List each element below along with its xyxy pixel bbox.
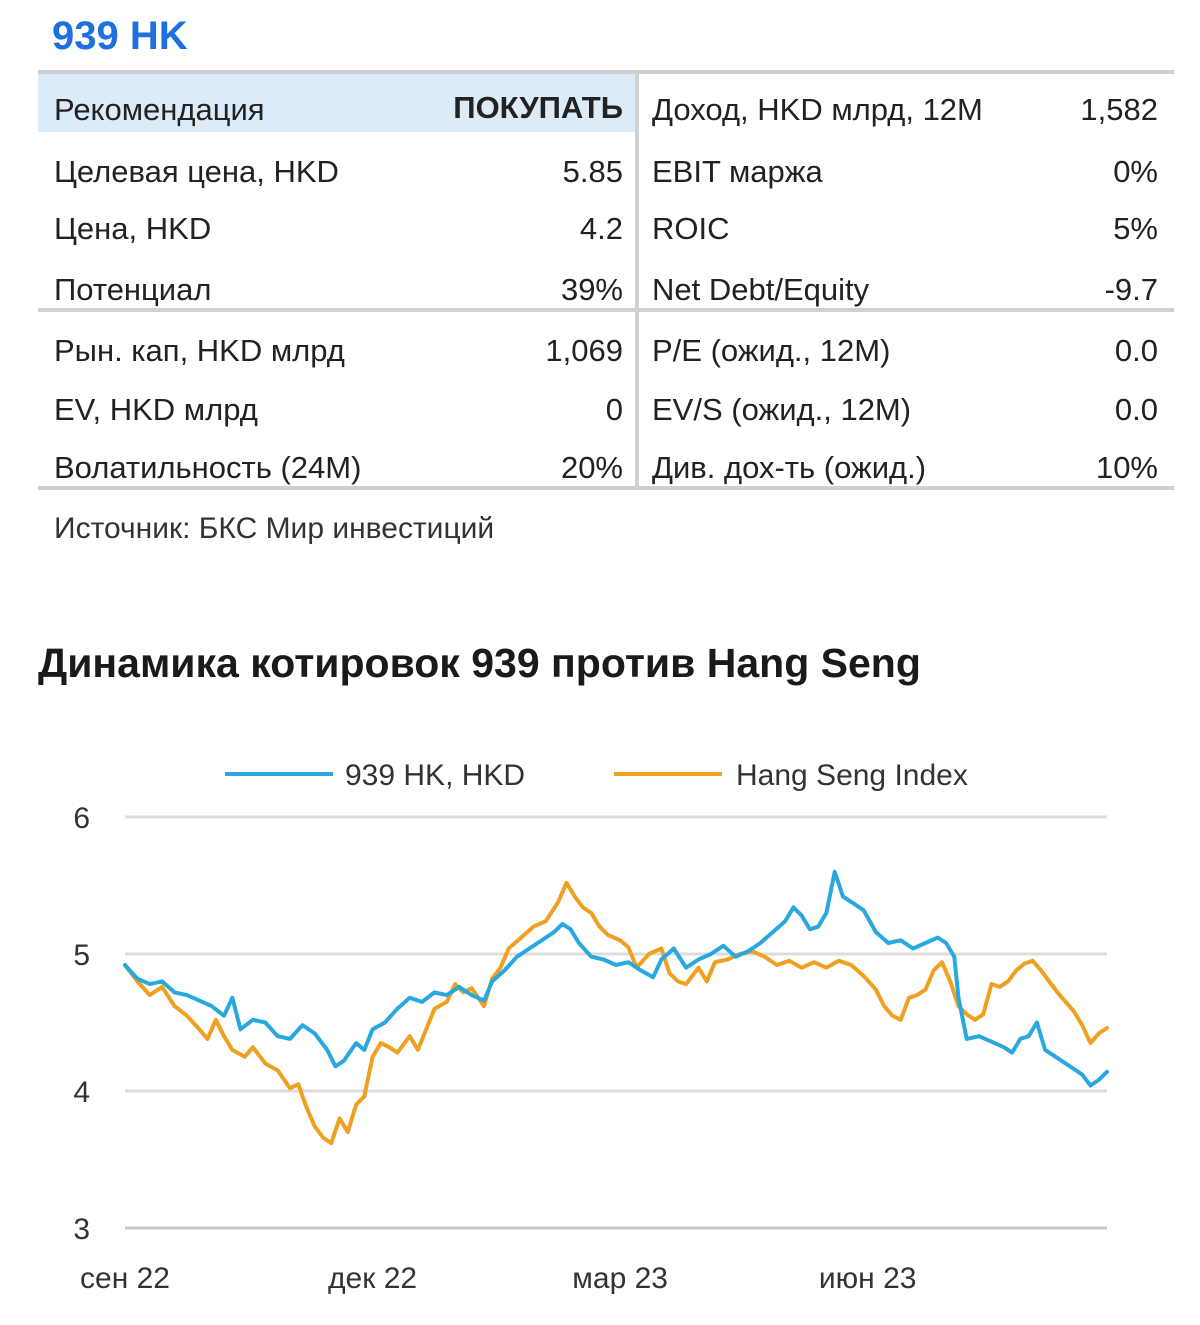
series-line-hang-seng [123,880,1109,1146]
stat-label-volatility: Волатильность (24M) [54,450,362,485]
chart-title: Динамика котировок 939 против Hang Seng [38,640,921,686]
stat-label-recommendation: Рекомендация [54,92,265,127]
ticker-title: 939 HK [52,14,188,58]
stat-value-revenue: 1,582 [1080,92,1158,127]
price-chart: 3 4 5 6 сен 22 дек 22 мар 23 июн 23 939 HK, HKD H… [73,759,1109,1295]
x-tick-label: июн 23 [819,1262,917,1295]
table-bottom-rule [38,486,1174,490]
y-tick-label: 3 [73,1213,90,1246]
recommendation-highlight [38,74,635,132]
x-tick-label: сен 22 [80,1262,170,1295]
stat-value-market-cap: 1,069 [545,333,623,368]
y-tick-label: 5 [73,939,90,972]
stat-label-potential: Потенциал [54,272,212,307]
stat-label-pe: P/E (ожид., 12M) [652,333,891,368]
legend-label: Hang Seng Index [736,759,968,792]
x-tick-label: дек 22 [328,1262,417,1295]
stats-table: Рекомендация ПОКУПАТЬ Целевая цена, HKD … [38,70,1174,490]
stat-value-volatility: 20% [560,450,623,485]
series-line-939-hk [123,869,1109,1088]
stat-value-net-debt-equity: -9.7 [1104,272,1158,307]
stat-label-dividend-yield: Див. дох-ть (ожид.) [652,450,927,485]
stat-label-price: Цена, HKD [54,211,212,246]
stat-label-ebit-margin: EBIT маржа [652,154,823,189]
stat-value-roic: 5% [1113,211,1158,246]
x-tick-label: мар 23 [572,1262,668,1295]
stat-value-ev: 0 [605,392,623,427]
stat-value-ebit-margin: 0% [1113,154,1158,189]
stat-value-recommendation: ПОКУПАТЬ [453,90,623,125]
stat-label-ev: EV, HKD млрд [54,392,258,427]
table-column-divider [635,70,639,490]
stat-value-potential: 39% [560,272,623,307]
stat-value-price: 4.2 [579,211,623,246]
stat-label-net-debt-equity: Net Debt/Equity [652,272,870,307]
table-middle-rule [38,308,1174,312]
source-note: Источник: БКС Мир инвестиций [54,512,495,545]
legend-label: 939 HK, HKD [345,759,525,792]
stat-label-roic: ROIC [652,211,730,246]
stat-label-ev-s: EV/S (ожид., 12M) [652,392,912,427]
stat-value-target-price: 5.85 [562,154,623,189]
stat-value-dividend-yield: 10% [1095,450,1158,485]
stat-value-ev-s: 0.0 [1114,392,1158,427]
y-tick-label: 4 [73,1076,90,1109]
stat-label-market-cap: Рын. кап, HKD млрд [54,333,345,368]
y-tick-label: 6 [73,802,90,835]
table-top-rule [38,70,1174,74]
stat-label-target-price: Целевая цена, HKD [54,154,339,189]
stat-label-revenue: Доход, HKD млрд, 12M [652,92,983,127]
stat-value-pe: 0.0 [1114,333,1158,368]
